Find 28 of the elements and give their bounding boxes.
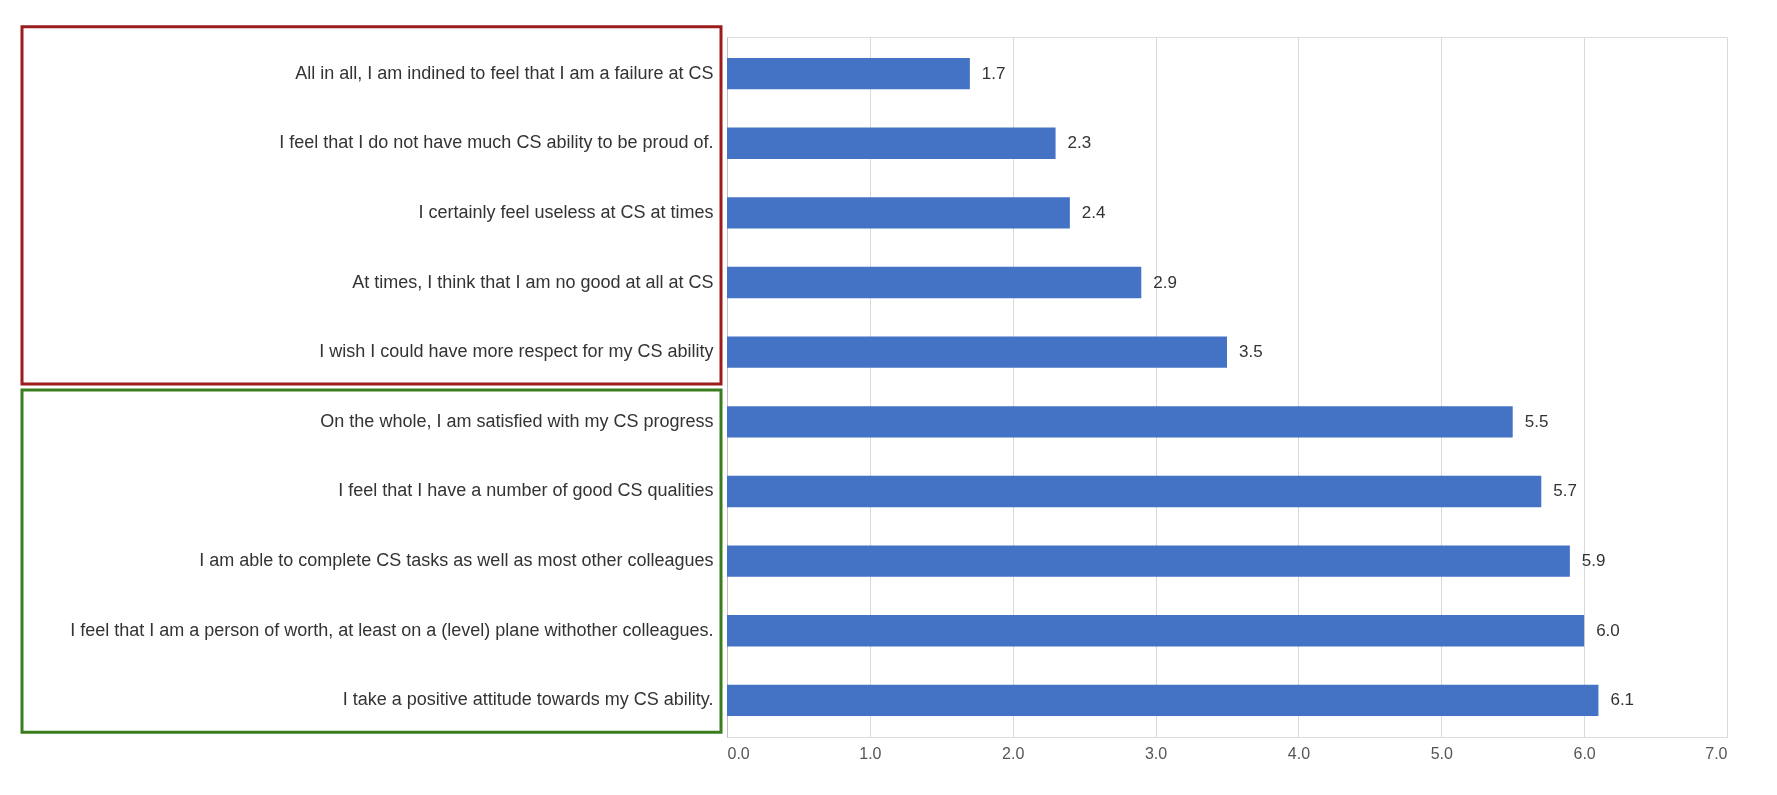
x-tick-label: 7.0 [1705,744,1728,762]
y-tick-label: I feel that I have a number of good CS qualities [338,480,714,501]
data-label: 2.3 [1067,133,1092,153]
x-tick-label: 4.0 [1287,744,1311,762]
x-tick-label: 1.0 [859,744,882,762]
data-label: 6.1 [1610,690,1635,710]
x-tick-label: 5.0 [1430,744,1453,762]
data-label: 3.5 [1239,342,1263,362]
data-label: 2.9 [1153,272,1177,292]
data-label: 2.4 [1081,202,1106,222]
data-label: 6.0 [1596,620,1620,640]
y-tick-label: All in all, I am indined to feel that I am a failure at CS [295,62,714,83]
y-tick-label: On the whole, I am satisfied with my CS progress [320,410,714,431]
data-label: 1.7 [981,63,1006,83]
data-label: 5.7 [1553,481,1577,501]
x-tick-label: 2.0 [1002,744,1025,762]
data-label: 5.9 [1581,551,1606,571]
x-tick-label: 6.0 [1573,744,1596,762]
y-tick-label: I am able to complete CS tasks as well as most other colleagues [199,550,714,571]
y-tick-label: At times, I think that I am no good at all at CS [352,271,714,292]
x-tick-label: 0.0 [727,744,750,762]
y-tick-label: I wish I could have more respect for my CS ability [319,341,714,362]
y-tick-label: I feel that I am a person of worth, at least on a (level) plane withother colleagues. [70,619,714,640]
x-tick-label: 3.0 [1144,744,1168,762]
y-tick-label: I certainly feel useless at CS at times [418,201,714,222]
y-tick-label: I feel that I do not have much CS ability to be proud of. [279,132,714,153]
y-tick-label: I take a positive attitude towards my CS ability. [342,689,714,710]
data-label: 5.5 [1524,411,1549,431]
